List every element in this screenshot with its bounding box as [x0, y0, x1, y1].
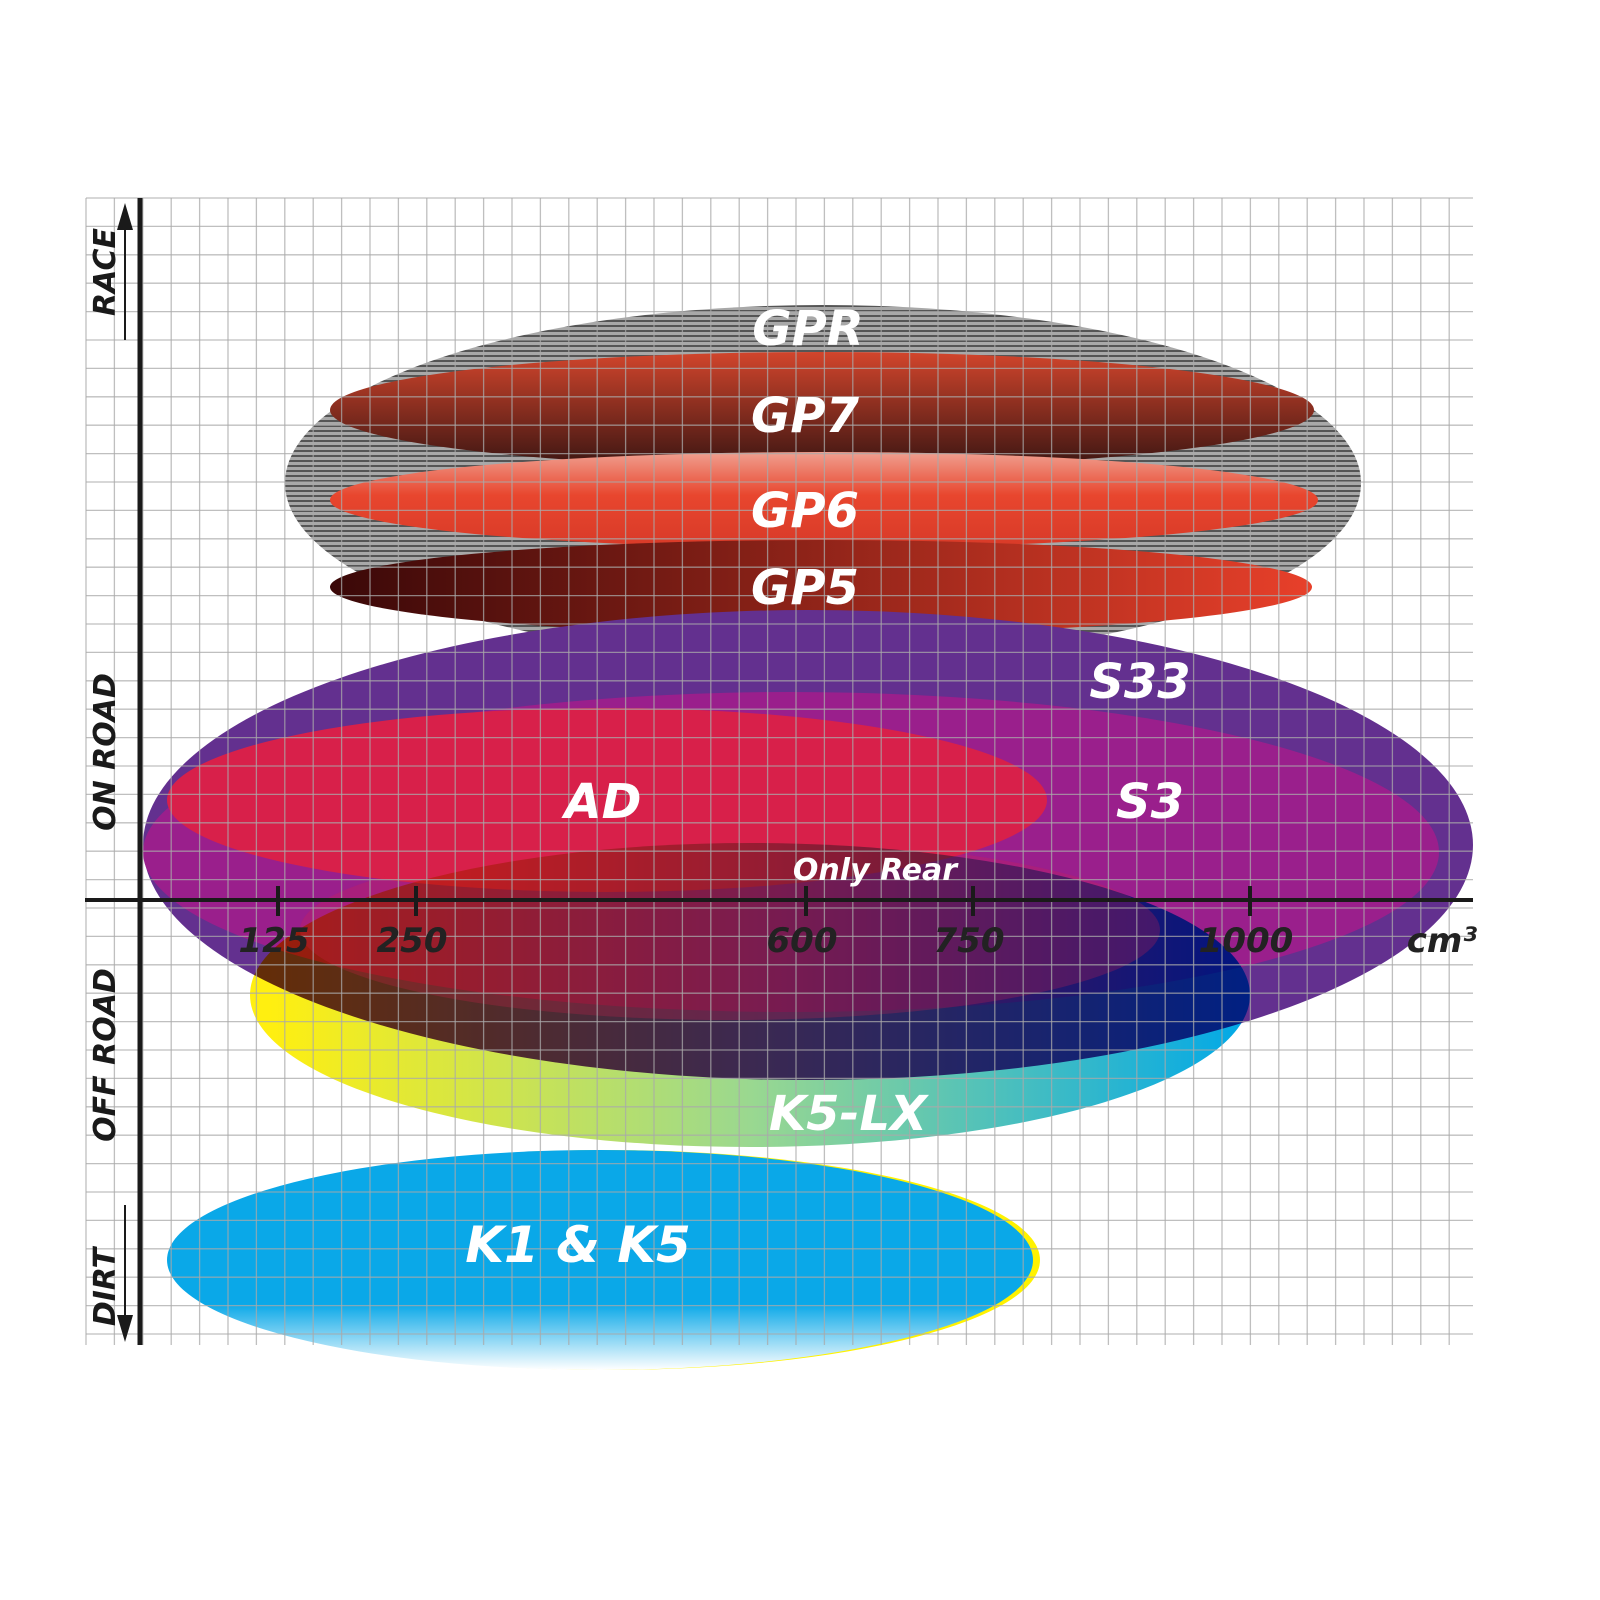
product-label: GP7 — [751, 388, 860, 444]
product-label: GPR — [752, 301, 864, 357]
product-label: K5-LX — [769, 1086, 929, 1142]
product-label: GP6 — [751, 483, 859, 539]
grid — [85, 197, 1473, 1345]
y-label-off-road: OFF ROAD — [88, 968, 123, 1142]
y-label-dirt: DIRT — [88, 1245, 123, 1326]
product-label: AD — [561, 774, 642, 830]
ellipse-only-rear — [300, 840, 1160, 1020]
x-tick-label: 1000 — [1199, 921, 1294, 961]
x-tick-label: 600 — [767, 921, 838, 961]
product-label: Only Rear — [793, 853, 959, 888]
y-label-race: RACE — [88, 228, 123, 316]
up-arrow-icon — [117, 203, 133, 340]
product-label: S33 — [1089, 654, 1190, 710]
x-tick-label: 250 — [377, 921, 448, 961]
product-label: GP5 — [751, 560, 859, 616]
product-label: K1 & K5 — [465, 1216, 691, 1274]
product-label: S3 — [1116, 774, 1184, 830]
ellipse-k1-k5 — [167, 1150, 1033, 1370]
x-unit-label: cm³ — [1407, 921, 1478, 961]
x-tick-label: 750 — [934, 921, 1005, 961]
ellipse-gp5 — [330, 540, 1312, 634]
ellipse-k5-lx — [250, 843, 1250, 1147]
y-label-on-road: ON ROAD — [88, 673, 123, 831]
down-arrow-icon — [117, 1205, 133, 1342]
ellipse-gp7 — [330, 352, 1314, 468]
x-tick-label: 125 — [239, 921, 310, 961]
